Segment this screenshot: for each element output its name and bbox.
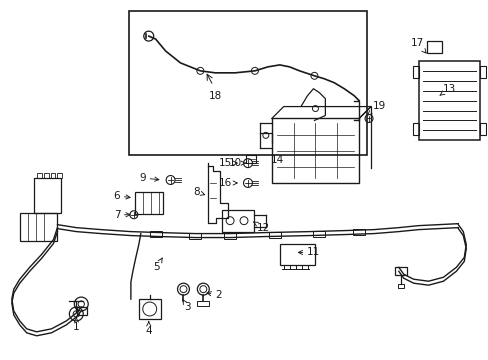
Text: 3: 3: [182, 299, 190, 312]
Bar: [189, 233, 201, 239]
Text: 16: 16: [218, 178, 237, 188]
Text: 15: 15: [218, 158, 237, 168]
Text: 6: 6: [113, 191, 130, 201]
Bar: [197, 301, 209, 306]
Bar: [397, 284, 403, 288]
Text: 12: 12: [253, 222, 270, 233]
Text: 2: 2: [206, 290, 221, 300]
Bar: [20, 213, 57, 240]
Bar: [50, 173, 55, 178]
Bar: [43, 173, 48, 178]
Text: 8: 8: [193, 187, 204, 197]
Bar: [77, 307, 87, 315]
Bar: [313, 231, 325, 237]
Text: 5: 5: [153, 258, 162, 272]
Text: 18: 18: [208, 91, 222, 101]
Bar: [149, 231, 162, 237]
Text: 14: 14: [270, 155, 284, 165]
Bar: [426, 41, 442, 53]
Bar: [412, 123, 418, 135]
Text: 10: 10: [228, 158, 245, 168]
Bar: [271, 118, 358, 183]
Bar: [412, 66, 418, 78]
Text: 4: 4: [145, 321, 152, 336]
Text: 7: 7: [113, 210, 130, 220]
Bar: [139, 299, 161, 319]
Bar: [479, 123, 485, 135]
Text: 1: 1: [73, 318, 80, 332]
Bar: [222, 210, 253, 231]
Bar: [34, 178, 61, 213]
Text: 17: 17: [410, 38, 425, 53]
Bar: [268, 231, 280, 238]
Bar: [279, 243, 315, 265]
Text: 9: 9: [139, 173, 159, 183]
Bar: [394, 267, 406, 275]
Bar: [37, 173, 41, 178]
Bar: [418, 61, 479, 140]
Bar: [245, 155, 255, 163]
Bar: [57, 173, 62, 178]
Bar: [352, 229, 365, 235]
Text: 13: 13: [439, 84, 455, 95]
Bar: [129, 11, 366, 155]
Text: 19: 19: [367, 100, 385, 115]
Bar: [135, 192, 163, 214]
Bar: [224, 233, 236, 239]
Bar: [479, 66, 485, 78]
Text: 11: 11: [298, 247, 320, 257]
